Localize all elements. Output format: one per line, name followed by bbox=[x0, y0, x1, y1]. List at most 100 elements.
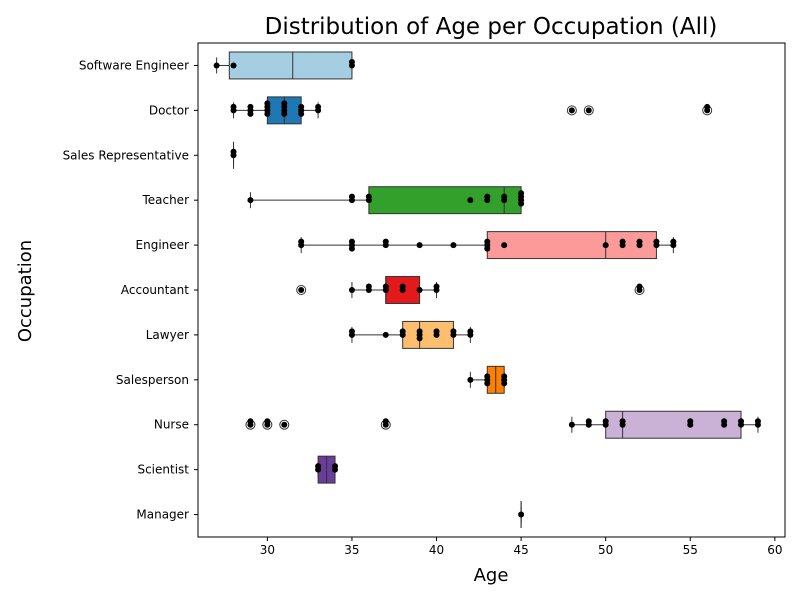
data-point bbox=[298, 287, 305, 293]
box-group bbox=[230, 96, 713, 125]
data-point bbox=[653, 238, 660, 245]
data-point bbox=[348, 245, 355, 252]
data-point bbox=[365, 283, 372, 290]
data-point bbox=[501, 193, 508, 200]
data-point bbox=[416, 242, 423, 249]
data-point bbox=[298, 238, 305, 245]
data-point bbox=[416, 328, 423, 335]
data-point bbox=[619, 238, 626, 245]
axes: 30 35 40 45 50 55 60 Software Engineer Doctor Sal… bbox=[63, 42, 786, 557]
y-tick-label: Doctor bbox=[149, 103, 189, 117]
data-point bbox=[315, 103, 322, 110]
box-group bbox=[348, 320, 474, 349]
data-point bbox=[399, 328, 406, 335]
data-point bbox=[687, 418, 694, 425]
data-point bbox=[518, 200, 525, 207]
x-tick-label: 35 bbox=[344, 543, 359, 557]
box-rect bbox=[402, 320, 454, 349]
data-point bbox=[704, 103, 711, 110]
outlier-marker bbox=[566, 105, 577, 116]
data-point bbox=[484, 238, 491, 245]
data-point bbox=[721, 418, 728, 425]
box-rect bbox=[228, 51, 353, 80]
data-point bbox=[602, 418, 609, 425]
box-group bbox=[230, 141, 237, 169]
outlier-marker bbox=[279, 419, 290, 430]
data-point bbox=[416, 287, 423, 293]
x-tick-label: 60 bbox=[767, 543, 782, 557]
data-point bbox=[281, 421, 288, 428]
data-point bbox=[264, 418, 271, 425]
data-point bbox=[467, 197, 474, 204]
box-group bbox=[247, 186, 525, 215]
data-point bbox=[416, 335, 423, 342]
data-point bbox=[315, 463, 322, 470]
data-point bbox=[636, 283, 643, 290]
data-point bbox=[264, 110, 271, 117]
x-tick-label: 30 bbox=[260, 543, 275, 557]
data-point bbox=[738, 418, 745, 425]
data-point bbox=[433, 283, 440, 290]
y-tick-label: Accountant bbox=[121, 283, 189, 297]
data-point bbox=[467, 376, 474, 383]
data-point bbox=[365, 193, 372, 200]
data-point bbox=[348, 238, 355, 245]
data-point bbox=[670, 238, 677, 245]
y-tick-label: Scientist bbox=[137, 463, 189, 477]
data-point bbox=[382, 238, 389, 245]
data-point bbox=[585, 107, 592, 114]
data-point bbox=[636, 238, 643, 245]
data-point bbox=[484, 245, 491, 252]
data-point bbox=[348, 328, 355, 335]
data-point bbox=[247, 110, 254, 117]
data-point bbox=[484, 373, 491, 380]
box-group bbox=[518, 501, 525, 529]
box-rect bbox=[486, 231, 657, 260]
x-tick-label: 50 bbox=[598, 543, 613, 557]
y-tick-label: Software Engineer bbox=[79, 58, 189, 72]
data-point bbox=[213, 62, 220, 69]
y-tick-label: Nurse bbox=[154, 418, 189, 432]
data-point bbox=[348, 287, 355, 293]
y-tick-label: Engineer bbox=[136, 238, 190, 252]
data-point bbox=[348, 58, 355, 65]
data-point bbox=[501, 242, 508, 249]
data-point bbox=[382, 283, 389, 290]
data-point bbox=[450, 328, 457, 335]
box-group bbox=[298, 231, 677, 260]
data-point bbox=[264, 100, 271, 107]
data-point bbox=[602, 242, 609, 249]
data-point bbox=[501, 373, 508, 380]
data-point bbox=[247, 418, 254, 425]
data-point bbox=[585, 418, 592, 425]
data-point bbox=[467, 328, 474, 335]
y-tick-label: Salesperson bbox=[116, 373, 189, 387]
data-point bbox=[298, 103, 305, 110]
x-tick-label: 40 bbox=[429, 543, 444, 557]
y-axis-label: Occupation bbox=[15, 240, 36, 342]
data-point bbox=[230, 62, 237, 69]
data-point bbox=[382, 418, 389, 425]
data-point bbox=[399, 283, 406, 290]
outlier-marker bbox=[296, 285, 307, 295]
data-point bbox=[281, 100, 288, 107]
outlier-marker bbox=[583, 105, 594, 116]
data-point bbox=[484, 193, 491, 200]
data-point bbox=[281, 110, 288, 117]
data-point bbox=[518, 190, 525, 197]
chart-title: Distribution of Age per Occupation (All) bbox=[265, 14, 718, 40]
y-tick-label: Sales Representative bbox=[63, 148, 189, 162]
box-group bbox=[245, 410, 761, 439]
x-tick-label: 45 bbox=[513, 543, 528, 557]
data-point bbox=[348, 193, 355, 200]
data-point bbox=[230, 148, 237, 155]
data-point bbox=[450, 242, 457, 249]
data-point bbox=[754, 418, 761, 425]
data-point bbox=[518, 511, 525, 518]
box-group bbox=[213, 51, 355, 80]
data-point bbox=[382, 331, 389, 338]
y-tick-label: Lawyer bbox=[146, 328, 189, 342]
y-tick-label: Manager bbox=[136, 508, 189, 522]
data-point bbox=[568, 107, 575, 114]
data-point bbox=[298, 110, 305, 117]
